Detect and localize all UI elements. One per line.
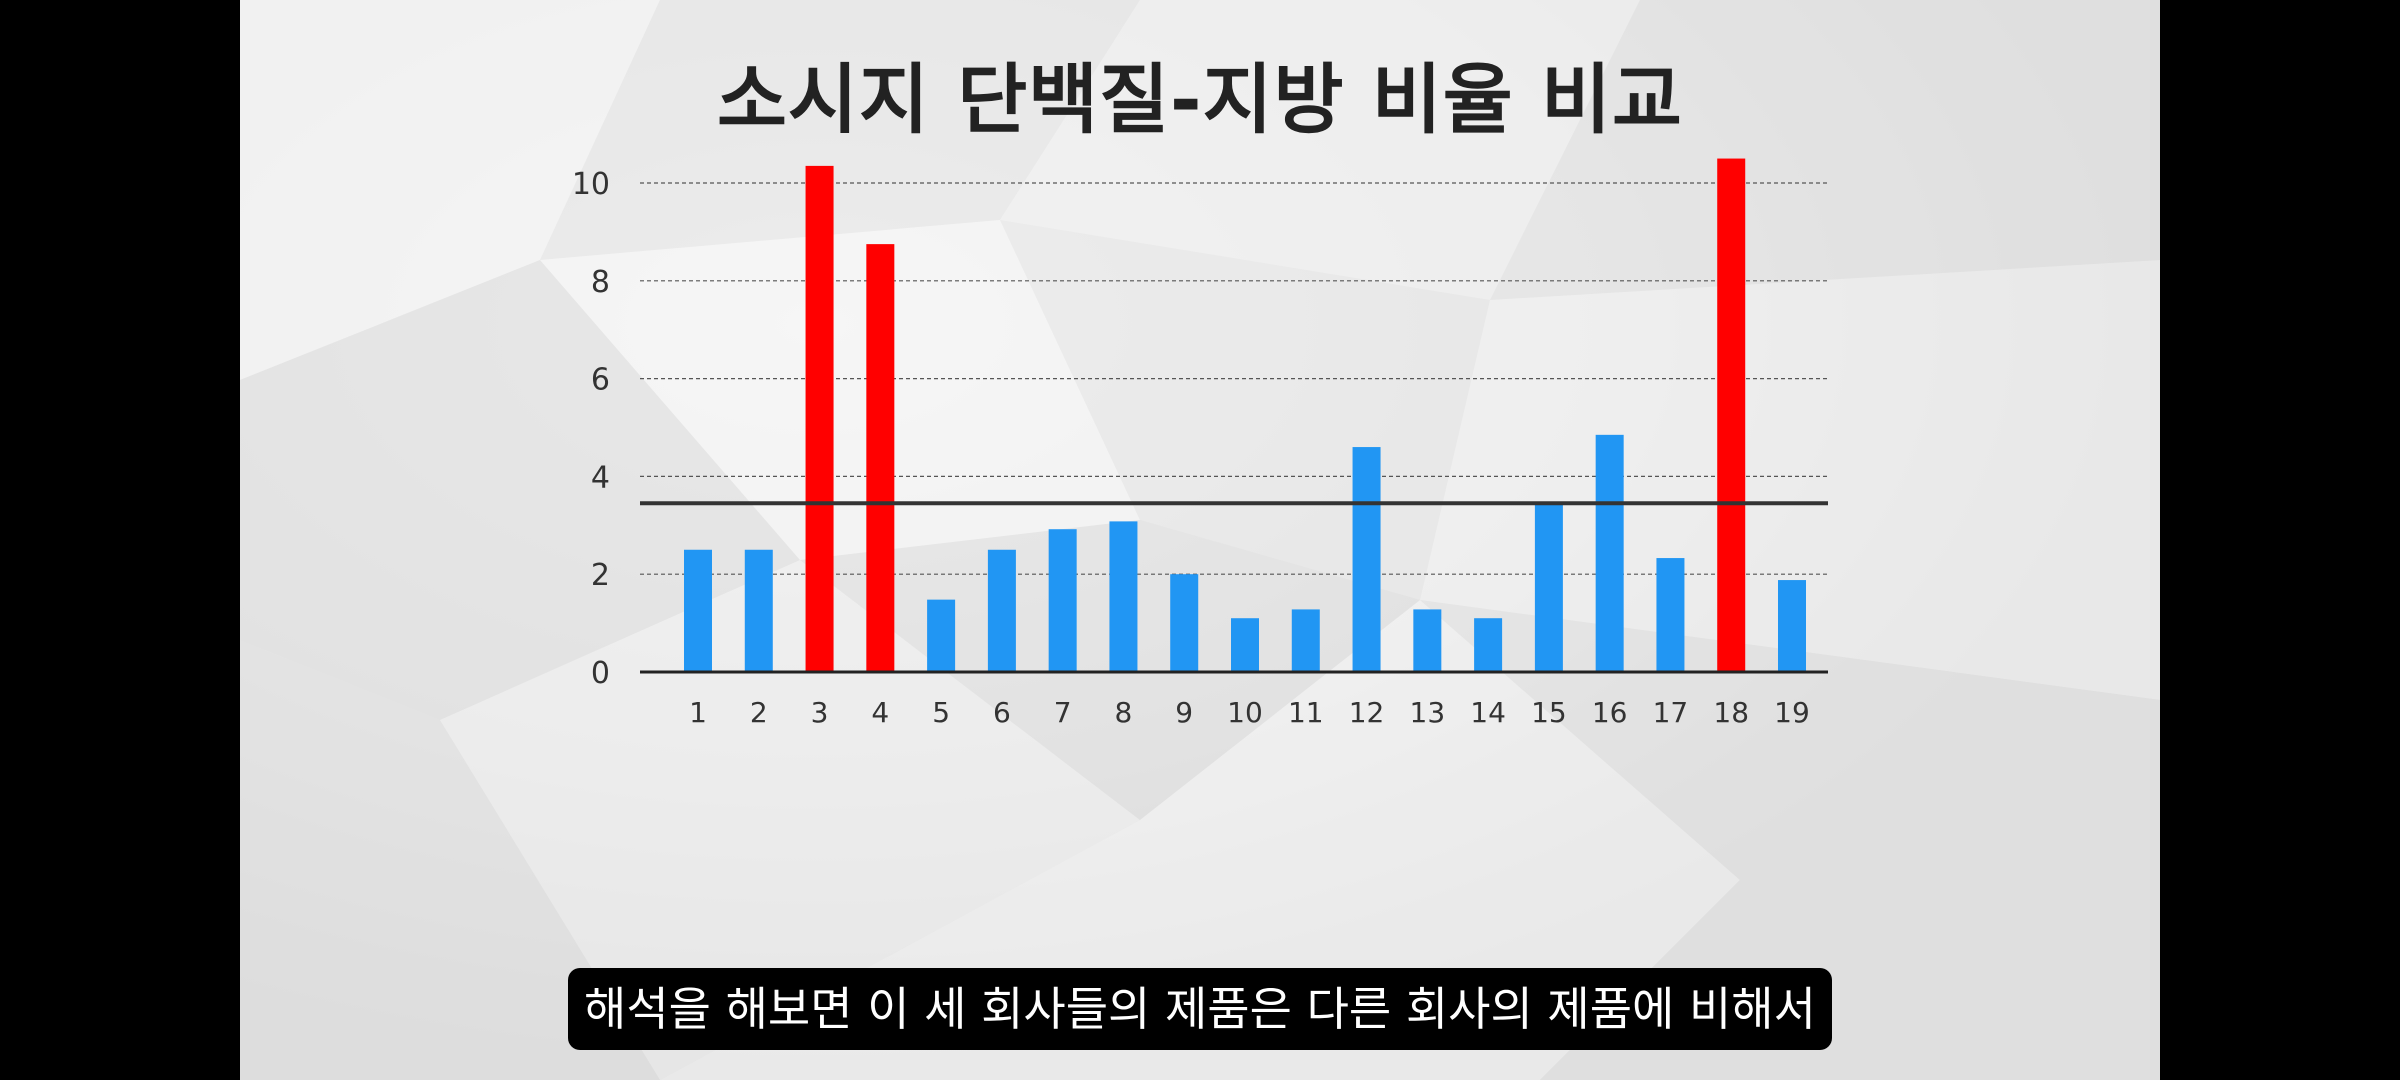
y-tick-label-8: 8 [591,265,610,300]
bar-5 [927,599,956,672]
bar-7 [1048,529,1077,672]
x-tick-label-17: 17 [1653,696,1689,729]
x-tick-label-6: 6 [993,696,1011,729]
bar-2 [744,549,773,672]
bar-4 [866,244,895,672]
x-tick-label-13: 13 [1410,696,1446,729]
bars [684,158,1806,673]
x-tick-label-4: 4 [871,696,889,729]
grid-lines [640,182,1828,575]
bar-10 [1231,618,1259,672]
bar-19 [1778,580,1806,672]
y-tick-label-6: 6 [591,363,610,398]
bar-16 [1595,434,1624,672]
caption-subtitle: 해석을 해보면 이 세 회사들의 제품은 다른 회사의 제품에 비해서 [568,968,1832,1050]
x-tick-label-1: 1 [689,696,707,729]
x-tick-label-3: 3 [811,696,829,729]
x-tick-label-14: 14 [1470,696,1506,729]
x-tick-label-15: 15 [1531,696,1567,729]
bar-17 [1656,558,1685,672]
x-tick-label-7: 7 [1054,696,1072,729]
x-tick-label-2: 2 [750,696,768,729]
x-tick-label-5: 5 [932,696,950,729]
bar-1 [684,549,712,672]
bar-6 [987,549,1016,672]
bar-12 [1352,447,1381,672]
caption-container: 해석을 해보면 이 세 회사들의 제품은 다른 회사의 제품에 비해서 [240,968,2160,1050]
x-tick-label-8: 8 [1115,696,1133,729]
y-tick-label-10: 10 [572,167,610,202]
chart-title: 소시지 단백질-지방 비율 비교 [717,55,1683,144]
y-tick-label-0: 0 [591,656,610,691]
x-tick-label-9: 9 [1175,696,1193,729]
x-tick-label-10: 10 [1227,696,1263,729]
x-tick-label-11: 11 [1288,696,1324,729]
y-tick-label-2: 2 [591,558,610,593]
bar-18 [1717,158,1746,673]
bar-9 [1170,574,1199,672]
bar-8 [1109,521,1138,672]
x-tick-label-19: 19 [1774,696,1810,729]
x-tick-label-18: 18 [1713,696,1749,729]
y-tick-label-4: 4 [591,460,610,495]
bar-11 [1291,609,1320,672]
bar-3 [805,165,834,672]
bar-15 [1534,501,1563,672]
y-tick-labels: 0 2 4 6 8 10 [572,167,610,691]
x-tick-label-12: 12 [1349,696,1385,729]
x-tick-labels: 1 2 3 4 5 6 7 8 9 10 11 12 13 14 15 16 17 18 19 [689,696,1810,729]
x-tick-label-16: 16 [1592,696,1628,729]
bar-14 [1474,618,1503,672]
slide: 소시지 단백질-지방 비율 비교 0 2 4 6 8 10 1 2 3 4 5 6 7 8 9 10 11 12… [240,0,2160,1080]
crumpled-paper-background [240,0,2160,1080]
bar-13 [1413,609,1442,672]
